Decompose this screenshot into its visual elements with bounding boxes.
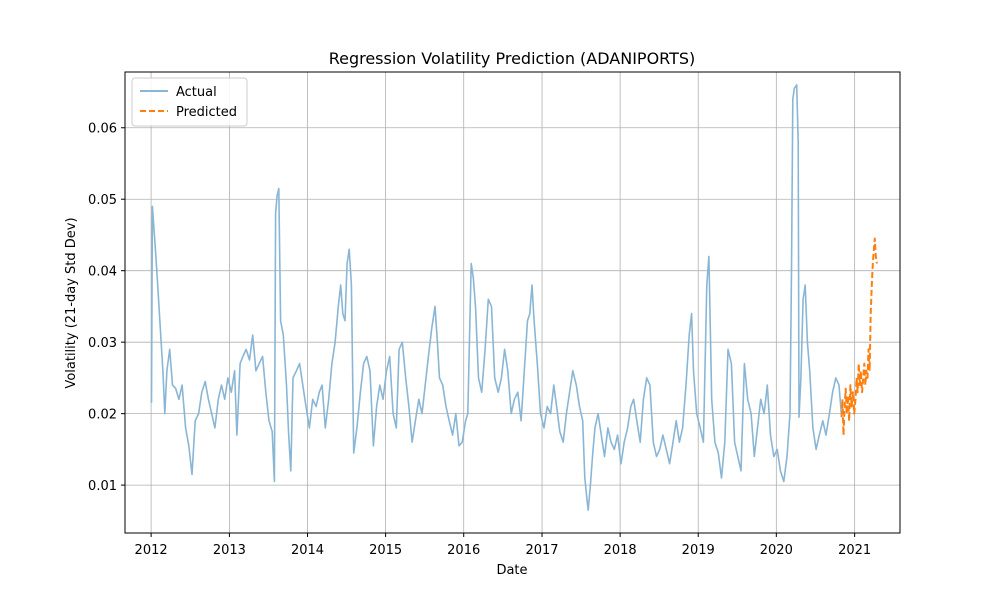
y-tick-label: 0.01 — [88, 479, 117, 494]
x-tick-label: 2018 — [604, 543, 637, 558]
x-tick-label: 2020 — [760, 543, 793, 558]
x-tick-label: 2013 — [213, 543, 246, 558]
plot-frame — [124, 71, 901, 534]
legend-label-actual: Actual — [176, 85, 217, 100]
x-tick-label: 2015 — [369, 543, 402, 558]
x-tick-label: 2021 — [838, 543, 871, 558]
x-axis-label: Date — [496, 563, 527, 578]
legend: Actual Predicted — [131, 77, 248, 127]
y-tick-label: 0.05 — [88, 193, 117, 208]
x-tick-label: 2017 — [525, 543, 558, 558]
legend-label-predicted: Predicted — [176, 105, 237, 120]
x-axis-ticks: 2012 2013 2014 2015 2016 2017 2018 2019 2020 2021 — [135, 533, 871, 558]
x-tick-label: 2019 — [682, 543, 715, 558]
y-tick-label: 0.03 — [88, 336, 117, 351]
chart-title: Regression Volatility Prediction (ADANIP… — [329, 49, 696, 68]
x-tick-label: 2012 — [135, 543, 168, 558]
x-tick-label: 2016 — [447, 543, 480, 558]
y-tick-label: 0.02 — [88, 408, 117, 423]
series-line-actual — [150, 84, 843, 511]
series-group — [150, 84, 878, 511]
y-axis-label: Volatility (21-day Std Dev) — [64, 217, 79, 388]
x-tick-label: 2014 — [291, 543, 324, 558]
grid-lines — [125, 72, 900, 533]
y-axis-ticks: 0.01 0.02 0.03 0.04 0.05 0.06 — [88, 122, 125, 494]
series-line-predicted — [840, 237, 878, 437]
y-tick-label: 0.06 — [88, 122, 117, 137]
y-tick-label: 0.04 — [88, 265, 117, 280]
